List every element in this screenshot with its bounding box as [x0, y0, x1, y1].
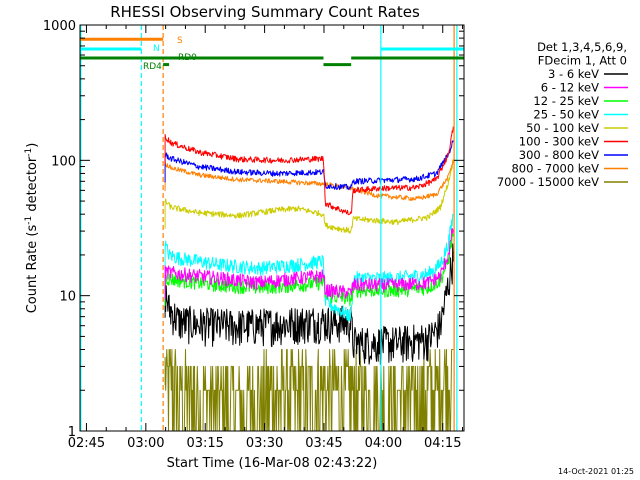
legend-entry-label: 7000 - 15000 keV [497, 175, 599, 189]
y-label-part: Count Rate (s [25, 225, 40, 314]
x-axis: 02:45 03:00 03:15 03:30 03:45 04:00 04:15 [68, 25, 464, 451]
series-lines [164, 126, 454, 432]
flag-label-n: N [153, 44, 160, 54]
y-tick-label: 10 [59, 290, 76, 305]
legend-entry-label: 50 - 100 keV [526, 121, 599, 135]
legend-entry-label: 3 - 6 keV [548, 67, 599, 81]
x-tick-label: 02:45 [68, 436, 105, 451]
legend-header: FDecim 1, Att 0 [538, 54, 627, 68]
x-tick-label: 04:15 [424, 436, 461, 451]
series-line [164, 243, 454, 365]
y-label-superscript: -1 [24, 148, 34, 157]
legend-entry-label: 6 - 12 keV [541, 81, 599, 95]
y-axis: 1 10 100 1000 [43, 19, 464, 440]
chart-title: RHESSI Observing Summary Count Rates [110, 3, 420, 21]
x-tick-label: 03:15 [186, 436, 223, 451]
x-tick-label: 03:45 [305, 436, 342, 451]
legend-entry-label: 25 - 50 keV [533, 108, 599, 122]
flag-label-s: S [177, 36, 183, 46]
legend-entry-label: 300 - 800 keV [519, 148, 599, 162]
y-tick-label: 1000 [43, 19, 76, 34]
legend: Det 1,3,4,5,6,9,FDecim 1, Att 03 - 6 keV… [497, 40, 628, 189]
legend-entry-label: 800 - 7000 keV [511, 162, 599, 176]
legend-header: Det 1,3,4,5,6,9, [537, 40, 627, 54]
y-tick-label: 1 [68, 425, 76, 440]
vertical-markers [80, 25, 458, 431]
x-tick-label: 03:00 [127, 436, 164, 451]
series-line [164, 227, 454, 300]
y-label-part: detector [25, 156, 40, 216]
y-label-part: ) [25, 143, 40, 148]
series-line [164, 140, 454, 191]
flag-bars [80, 37, 464, 67]
series-line [164, 349, 454, 432]
y-label-superscript: -1 [24, 216, 34, 225]
y-axis-label: Count Rate (s-1 detector-1) [24, 143, 40, 314]
flag-label-rd4: RD4 [143, 62, 162, 72]
timestamp: 14-Oct-2021 01:25 [558, 467, 634, 476]
legend-entry-label: 12 - 25 keV [533, 94, 599, 108]
plot-frame [79, 24, 465, 432]
series-line [164, 126, 454, 216]
x-tick-label: 04:00 [365, 436, 402, 451]
series-line [164, 159, 454, 201]
series-line [164, 160, 454, 234]
series-line [164, 232, 454, 307]
x-tick-label: 03:30 [246, 436, 283, 451]
legend-entry-label: 100 - 300 keV [519, 135, 599, 149]
y-tick-label: 100 [51, 154, 76, 169]
flag-label-rd0: RD0 [178, 53, 197, 63]
series-line [164, 213, 454, 322]
x-axis-label: Start Time (16-Mar-08 02:43:22) [167, 456, 378, 471]
